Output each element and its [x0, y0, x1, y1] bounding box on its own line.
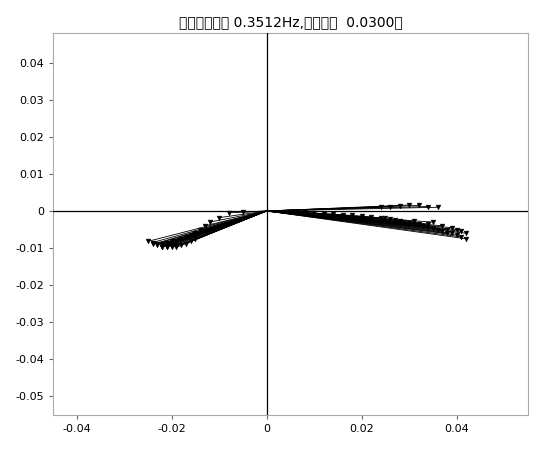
Title: 模态图（频率 0.3512Hz,阻尼比：  0.0300）: 模态图（频率 0.3512Hz,阻尼比： 0.0300） — [179, 15, 402, 29]
